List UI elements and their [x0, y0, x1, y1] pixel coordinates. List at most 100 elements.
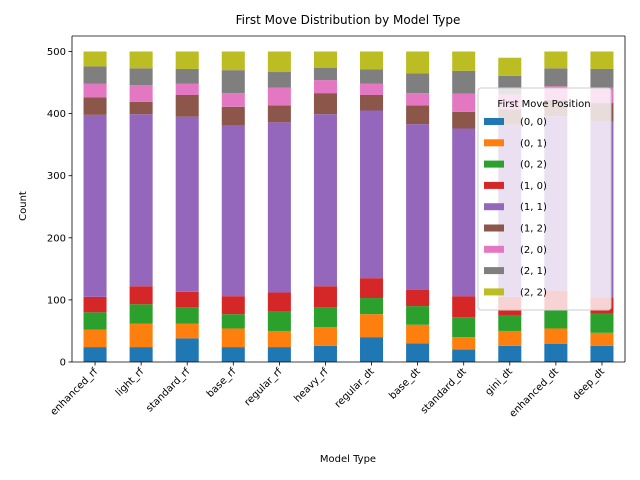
bar-segment-gini_dt-1 [498, 330, 522, 346]
bar-segment-heavy_rf-7 [313, 67, 337, 81]
bar-segment-regular_dt-7 [360, 69, 384, 84]
bar-segment-standard_dt-5 [452, 111, 476, 129]
bar-segment-regular_dt-8 [360, 51, 384, 70]
legend-label: (1, 1) [520, 202, 547, 213]
legend-label: (1, 0) [520, 181, 547, 192]
y-tick-label: 500 [47, 47, 66, 58]
bar-segment-light_rf-3 [129, 286, 153, 305]
bar-segment-gini_dt-2 [498, 315, 522, 331]
bar-segment-heavy_rf-5 [313, 93, 337, 115]
bar-segment-deep_dt-0 [590, 345, 614, 362]
legend-swatch [484, 118, 504, 125]
bar-segment-gini_dt-0 [498, 345, 522, 362]
bar-segment-base_rf-3 [221, 296, 245, 315]
bar-segment-standard_rf-8 [175, 51, 199, 69]
legend-swatch [484, 160, 504, 168]
x-axis-label: Model Type [320, 454, 376, 465]
legend-box [477, 87, 612, 311]
bar-segment-regular_dt-2 [360, 298, 384, 315]
bar-segment-enhanced_rf-2 [83, 312, 107, 330]
bar-segment-standard_rf-5 [175, 94, 199, 117]
bar-segment-regular_rf-1 [267, 330, 291, 348]
bar-segment-base_rf-8 [221, 51, 245, 71]
y-tick-label: 300 [47, 171, 66, 182]
bar-segment-standard_rf-2 [175, 307, 199, 324]
bar-segment-standard_rf-4 [175, 116, 199, 292]
legend-swatch [484, 288, 504, 296]
bar-segment-heavy_rf-0 [313, 345, 337, 362]
legend-swatch [484, 267, 504, 275]
bar-segment-base_dt-3 [406, 289, 430, 307]
bar-segment-base_rf-2 [221, 314, 245, 329]
bar-segment-enhanced_rf-5 [83, 97, 107, 115]
bar-segment-enhanced_dt-2 [544, 309, 568, 329]
bar-segment-standard_rf-6 [175, 83, 199, 95]
bar-segment-enhanced_rf-7 [83, 66, 107, 84]
bar-segment-base_dt-7 [406, 73, 430, 94]
bar-segment-heavy_rf-4 [313, 114, 337, 287]
legend-items: (0, 0) (0, 1) (0, 2) (1, 0) (1, 1) (1, 2) (2, … [484, 117, 547, 298]
bar-segment-enhanced_dt-0 [544, 343, 568, 362]
bar-segment-regular_rf-6 [267, 87, 291, 106]
bar-segment-standard_dt-6 [452, 93, 476, 112]
bar-segment-light_rf-4 [129, 114, 153, 287]
bar-segment-heavy_rf-3 [313, 286, 337, 308]
legend: First Move Position (0, 0) (0, 1) (0, 2) (1… [477, 87, 612, 311]
bar-segment-deep_dt-1 [590, 332, 614, 346]
bar-segment-base_dt-4 [406, 124, 430, 290]
bar-segment-regular_rf-2 [267, 311, 291, 331]
bar-segment-base_dt-2 [406, 306, 430, 325]
bar-segment-base_dt-6 [406, 93, 430, 106]
bar-segment-enhanced_rf-3 [83, 296, 107, 313]
bar-segment-enhanced_rf-4 [83, 114, 107, 297]
bar-segment-light_rf-7 [129, 68, 153, 86]
y-tick-label: 0 [60, 358, 66, 369]
legend-label: (1, 2) [520, 224, 547, 235]
bar-segment-deep_dt-7 [590, 68, 614, 88]
bar-segment-regular_rf-7 [267, 72, 291, 88]
bar-segment-regular_dt-4 [360, 110, 384, 279]
y-tick-label: 100 [47, 295, 66, 306]
bar-segment-standard_dt-0 [452, 349, 476, 362]
bar-segment-standard_dt-8 [452, 51, 476, 71]
bar-segment-enhanced_rf-6 [83, 83, 107, 98]
legend-title: First Move Position [497, 99, 590, 110]
bar-segment-regular_rf-0 [267, 347, 291, 362]
bar-segment-light_rf-1 [129, 323, 153, 348]
y-axis-label: Count [18, 191, 29, 221]
y-tick-label: 200 [47, 233, 66, 244]
bar-segment-heavy_rf-8 [313, 51, 337, 68]
bar-segment-deep_dt-2 [590, 313, 614, 333]
bar-segment-regular_dt-1 [360, 314, 384, 338]
bar-segment-standard_dt-7 [452, 70, 476, 94]
bar-segment-standard_dt-2 [452, 317, 476, 338]
bar-segment-enhanced_dt-1 [544, 328, 568, 344]
bar-segment-base_dt-0 [406, 343, 430, 362]
bar-segment-light_rf-2 [129, 304, 153, 324]
bar-segment-light_rf-8 [129, 51, 153, 69]
bar-segment-regular_dt-6 [360, 83, 384, 95]
bar-segment-heavy_rf-2 [313, 307, 337, 328]
bar-segment-base_rf-0 [221, 347, 245, 362]
bar-segment-base_rf-4 [221, 125, 245, 297]
bar-segment-regular_rf-4 [267, 122, 291, 293]
bar-segment-standard_rf-7 [175, 68, 199, 84]
bar-segment-heavy_rf-1 [313, 327, 337, 346]
bar-segment-standard_dt-4 [452, 128, 476, 297]
bar-segment-base_dt-5 [406, 105, 430, 125]
bar-segment-base_rf-5 [221, 106, 245, 126]
bar-segment-regular_dt-5 [360, 94, 384, 111]
bar-segment-light_rf-6 [129, 85, 153, 102]
bar-segment-base_rf-6 [221, 93, 245, 107]
bar-segment-enhanced_rf-1 [83, 329, 107, 348]
bar-segment-standard_dt-1 [452, 337, 476, 350]
chart-title: First Move Distribution by Model Type [236, 13, 461, 27]
bar-segment-regular_dt-3 [360, 278, 384, 299]
bar-segment-standard_dt-3 [452, 296, 476, 318]
bar-segment-regular_rf-3 [267, 292, 291, 312]
legend-swatch [484, 245, 504, 253]
bar-segment-enhanced_rf-0 [83, 347, 107, 362]
bar-segment-light_rf-5 [129, 101, 153, 115]
bar-segment-standard_rf-0 [175, 338, 199, 362]
